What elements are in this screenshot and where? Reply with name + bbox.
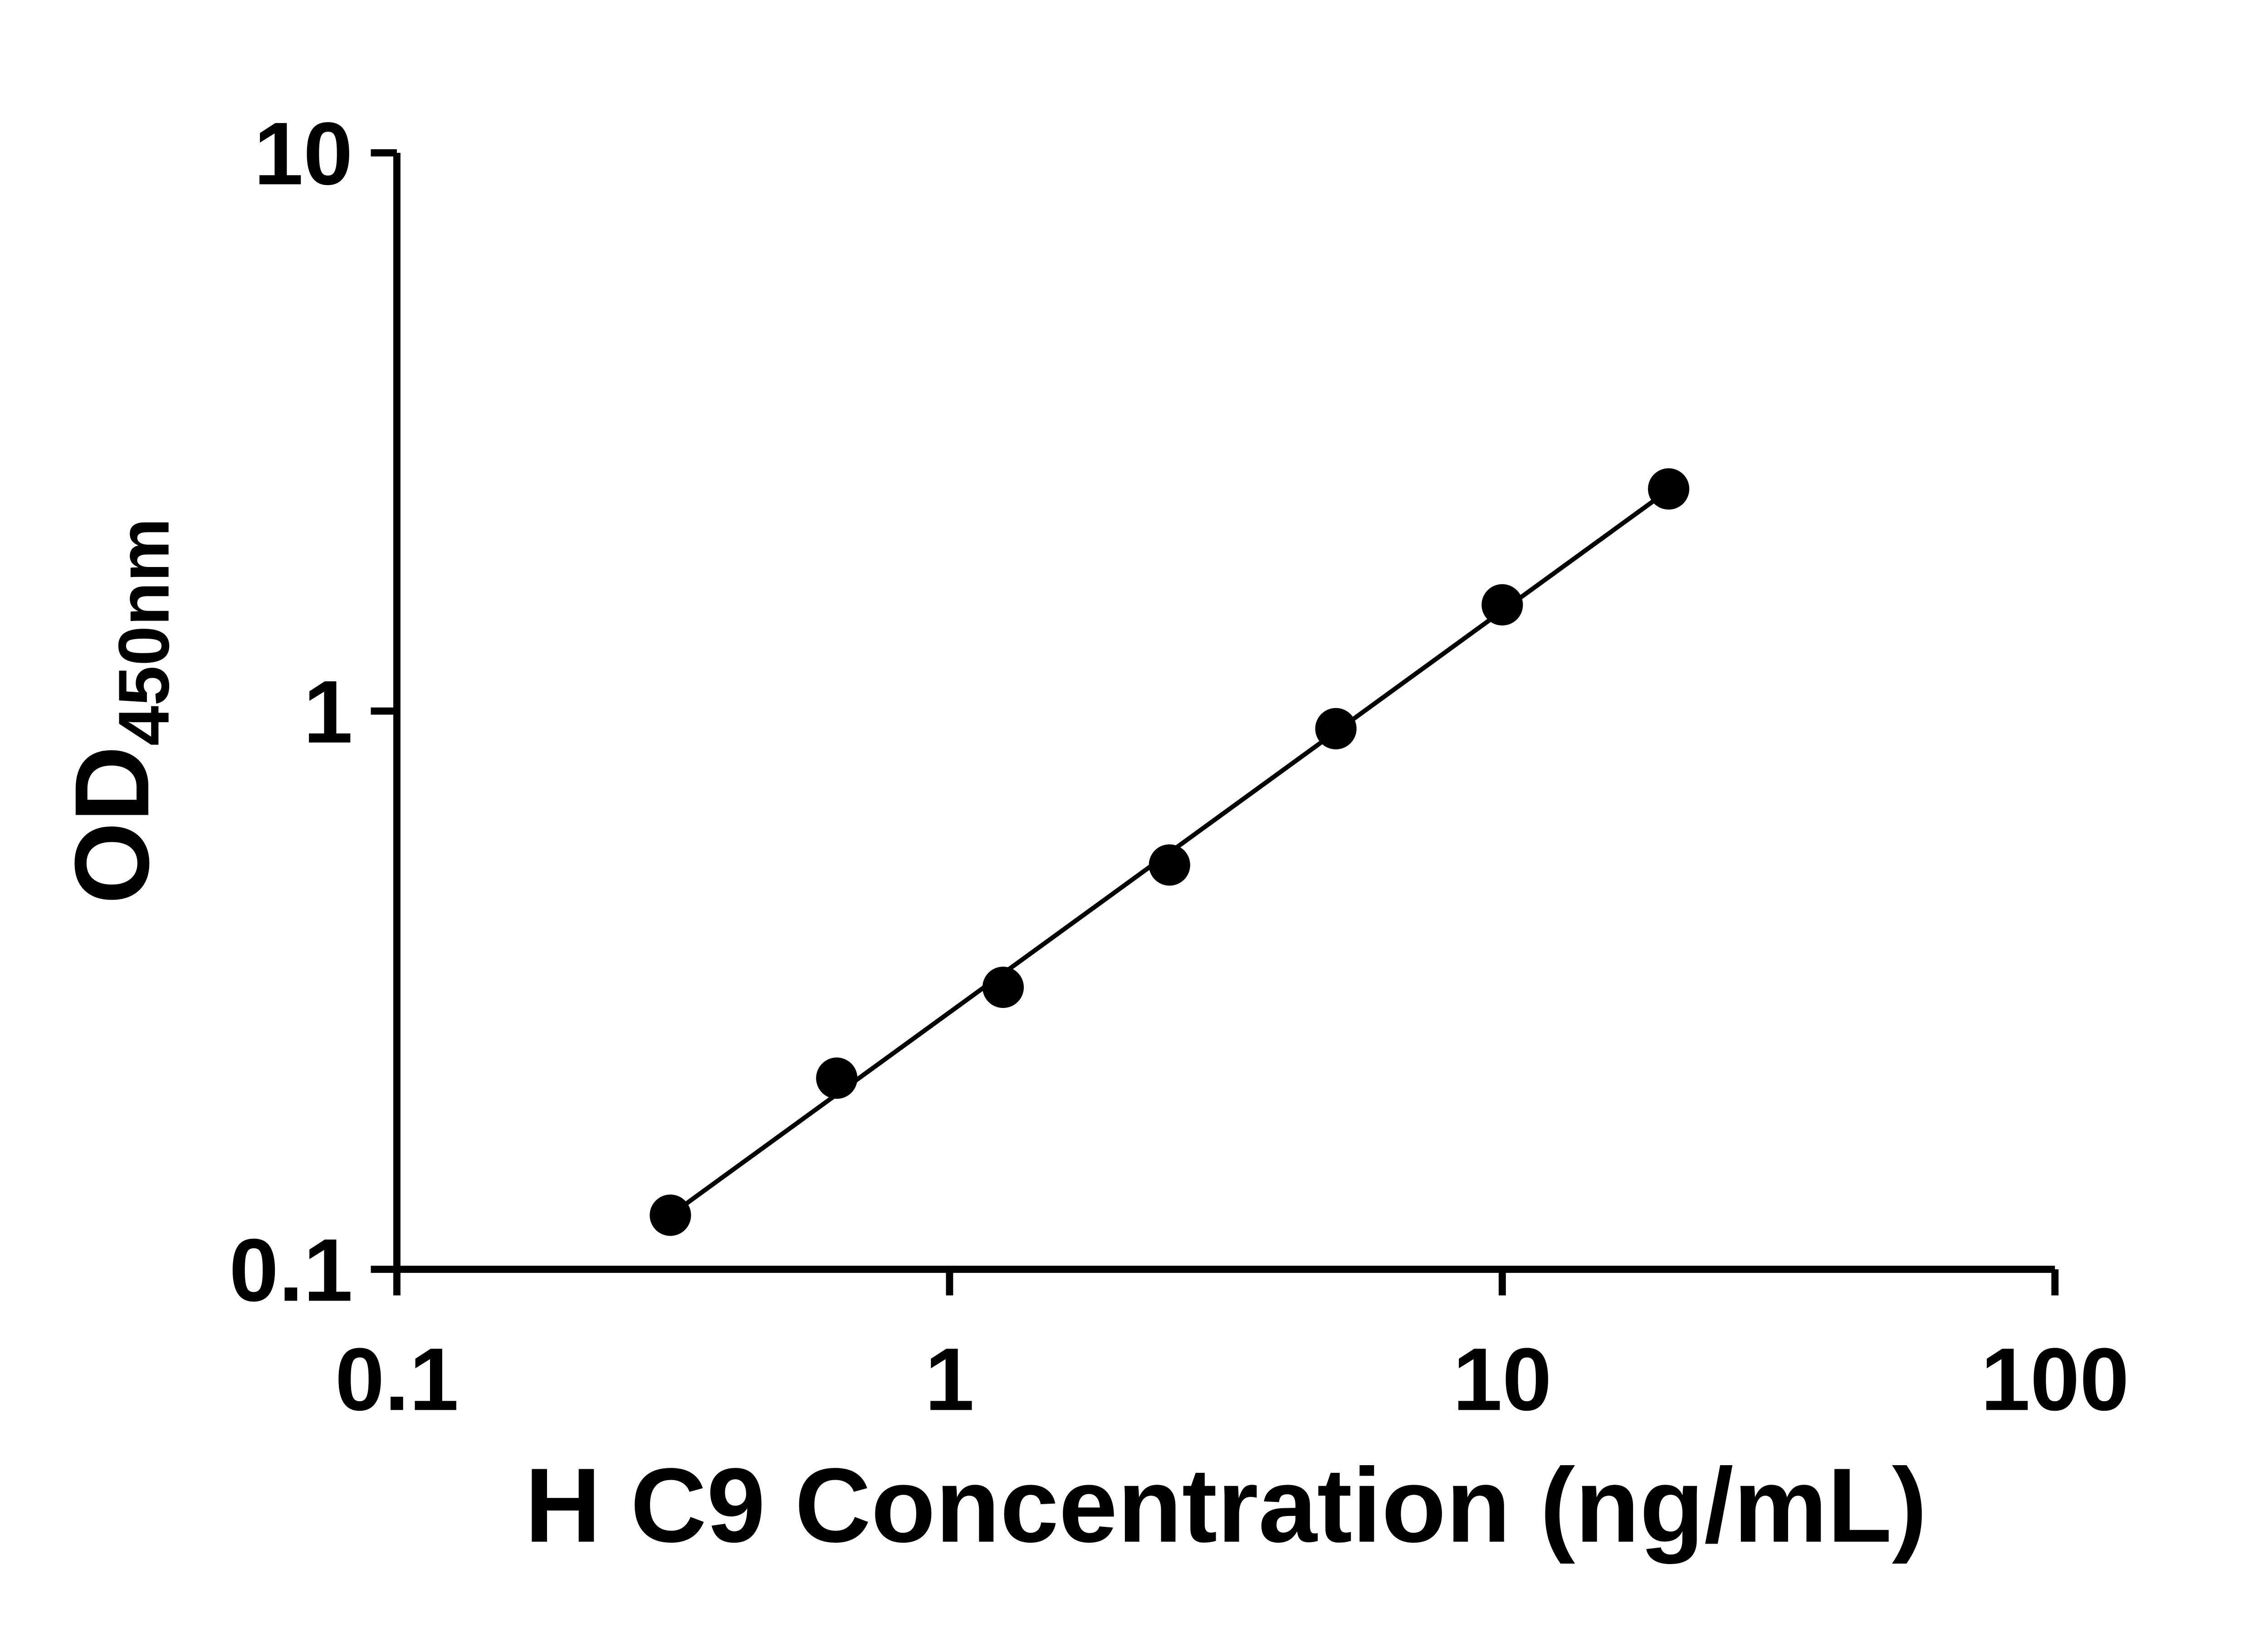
x-tick-label: 100 bbox=[1981, 1329, 2129, 1429]
data-point bbox=[1481, 584, 1523, 626]
y-tick-label: 1 bbox=[303, 662, 353, 762]
x-tick-label: 0.1 bbox=[335, 1329, 459, 1429]
y-tick-label: 10 bbox=[254, 103, 353, 203]
data-point bbox=[650, 1194, 691, 1236]
x-tick-label: 10 bbox=[1453, 1329, 1552, 1429]
data-point bbox=[816, 1057, 858, 1099]
data-point bbox=[1149, 844, 1190, 886]
y-axis-title-subscript: 450nm bbox=[103, 518, 184, 746]
data-point bbox=[982, 966, 1024, 1008]
x-axis-title: H C9 Concentration (ng/mL) bbox=[525, 1447, 1927, 1565]
y-axis-title-main: OD bbox=[53, 746, 171, 904]
y-tick-label: 0.1 bbox=[229, 1220, 353, 1320]
data-point bbox=[1648, 468, 1690, 510]
x-tick-label: 1 bbox=[925, 1329, 974, 1429]
data-point bbox=[1315, 708, 1357, 749]
y-axis-title: OD450nm bbox=[53, 518, 184, 905]
